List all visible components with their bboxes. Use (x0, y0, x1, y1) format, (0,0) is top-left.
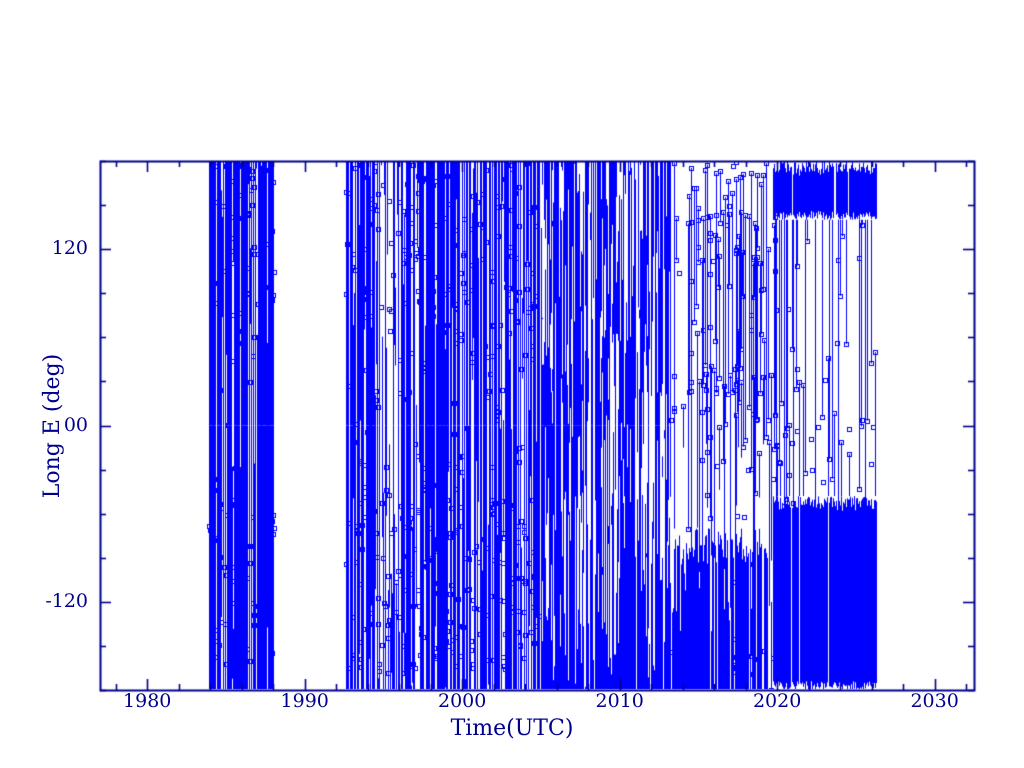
x-tick-label-1980: 1980 (123, 690, 172, 712)
x-tick-label-2020: 2020 (752, 690, 802, 712)
y-tick-label-00: 00 (63, 413, 88, 436)
y-tick-label-120: 120 (51, 237, 88, 260)
x-tick-label-2010: 2010 (595, 690, 644, 712)
x-tick-label-2000: 2000 (438, 690, 487, 712)
x-axis-title: Time(UTC) (450, 716, 574, 741)
y-tick-label--120: -120 (45, 589, 88, 612)
x-tick-label-1990: 1990 (280, 690, 329, 712)
x-tick-label-2030: 2030 (910, 690, 959, 712)
